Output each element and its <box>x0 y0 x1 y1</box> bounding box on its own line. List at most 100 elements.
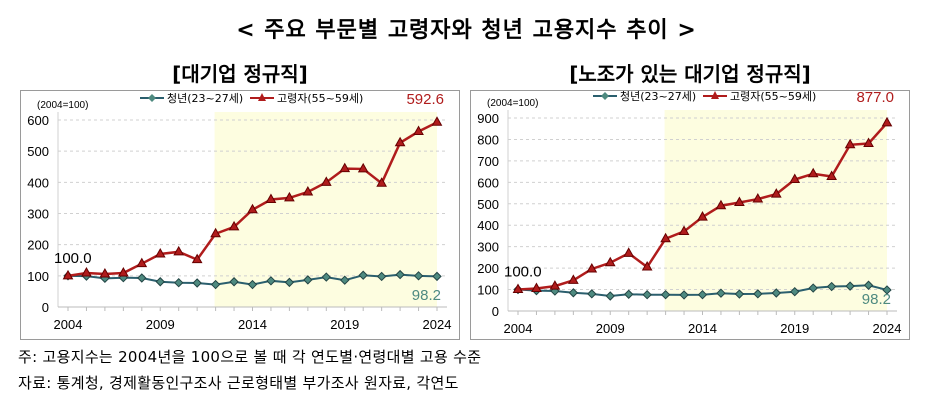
chart-1-elderly-point <box>302 185 314 196</box>
chart-1-elderly-point <box>376 177 388 187</box>
chart-1-elderly-point <box>117 267 129 277</box>
chart-2-elderly-point <box>604 256 616 267</box>
chart-1-youth-point <box>358 270 368 280</box>
chart-1-youth-point <box>321 272 332 282</box>
chart-2-elderly-point <box>881 116 893 127</box>
chart-1-title: [대기업 정규직] <box>172 62 308 86</box>
chart-1-elderly-point <box>210 227 221 238</box>
chart-1-elderly-point <box>265 193 277 203</box>
footnote: 주: 고용지수는 2004년을 100으로 볼 때 각 연도별·연령대별 고용 … <box>18 348 482 366</box>
chart-1-y-tick-label: 200 <box>27 238 49 253</box>
chart-2-y-tick-label: 500 <box>477 197 499 212</box>
chart-2-youth-point <box>863 280 874 290</box>
chart-1-elderly-point <box>431 116 443 126</box>
chart-1-elderly-point <box>228 220 240 231</box>
chart-1-youth-point <box>229 277 239 287</box>
chart-2-youth-point <box>845 281 855 291</box>
chart-1-elderly-point <box>320 176 332 186</box>
chart-2-elderly-point <box>660 232 671 243</box>
chart-2-youth-point <box>826 281 837 292</box>
chart-2-elderly-point <box>623 247 635 257</box>
chart-2-frame <box>470 90 910 340</box>
chart-1-x-tick-label: 2004 <box>54 317 83 332</box>
chart-2-youth-point <box>679 290 689 300</box>
chart-2-elderly-point <box>863 137 874 148</box>
chart-1-youth-point <box>395 269 405 280</box>
chart-2-elderly-point <box>734 196 745 206</box>
chart-1-youth-point <box>376 271 387 282</box>
chart-1-x-tick-label: 2014 <box>238 317 267 332</box>
chart-1-elderly-point <box>339 162 351 173</box>
chart-2-elderly-point <box>789 173 801 184</box>
chart-1-elderly-point <box>247 203 258 214</box>
chart-2-elderly-point <box>531 282 542 292</box>
chart-1-elderly-point <box>154 247 166 258</box>
chart-1-unit-label: (2004=100) <box>37 100 88 111</box>
chart-1-elderly-point <box>173 245 185 256</box>
chart-2-youth-point <box>587 289 597 299</box>
chart-1-youth-point <box>266 276 276 286</box>
chart-2-y-tick-label: 100 <box>477 283 499 298</box>
chart-2-start-label: 100.0 <box>504 264 542 281</box>
chart-1-youth-point <box>210 279 221 290</box>
chart-2-legend-label: 청년(23~27세) <box>620 90 696 103</box>
chart-1-legend-label: 고령자(55~59세) <box>277 92 363 105</box>
chart-2-y-tick-label: 200 <box>477 261 499 276</box>
chart-1-x-tick-label: 2009 <box>146 317 175 332</box>
chart-2-youth-point <box>660 289 671 300</box>
chart-2-elderly-point <box>697 211 708 221</box>
chart-1-youth-point <box>413 271 424 281</box>
chart-2-elderly-point <box>715 199 727 210</box>
chart-1-youth-point <box>284 277 295 288</box>
chart-2-youth-point <box>734 289 745 299</box>
chart-2-elderly-point <box>641 261 653 271</box>
chart-2-youth-point <box>642 289 652 300</box>
chart-1-elderly-point <box>62 269 74 280</box>
chart-2-youth-point <box>568 288 579 298</box>
chart-1-elderly-point <box>413 125 424 136</box>
chart-1-legend-label: 청년(23~27세) <box>167 92 243 105</box>
chart-2-y-tick-label: 800 <box>477 132 499 147</box>
chart-2-legend-label: 고령자(55~59세) <box>730 90 816 103</box>
chart-2-elderly-point <box>549 280 561 290</box>
chart-2-youth-point <box>697 289 708 300</box>
chart-1-x-tick-label: 2024 <box>423 317 452 332</box>
source-note: 자료: 통계청, 경제활동인구조사 근로형태별 부가조사 원자료, 각연도 <box>18 374 459 392</box>
chart-2-elderly-point <box>567 274 579 284</box>
chart-2-youth-point <box>771 288 782 298</box>
chart-2-elderly-point <box>770 188 782 198</box>
chart-2-youth-point <box>716 288 726 298</box>
chart-2-elderly-point <box>844 138 856 149</box>
chart-1-legend-triangle-icon <box>258 93 266 101</box>
chart-1-elderly-point <box>191 253 203 264</box>
chart-1-youth-point <box>247 279 258 290</box>
chart-1-y-tick-label: 100 <box>27 269 49 284</box>
chart-1-youth-point <box>173 277 184 288</box>
chart-2-x-tick-label: 2009 <box>596 321 625 336</box>
chart-1-y-tick-label: 400 <box>27 175 49 190</box>
chart-2-youth-point <box>882 285 892 295</box>
chart-2-y-tick-label: 900 <box>477 111 499 126</box>
chart-1-elderly-end-label: 592.6 <box>406 91 444 108</box>
chart-2-youth-point <box>808 283 818 293</box>
chart-2-youth-end-label: 98.2 <box>862 291 891 308</box>
chart-2-x-tick-label: 2024 <box>873 321 902 336</box>
chart-2-elderly-point <box>512 283 524 294</box>
chart-1-y-tick-label: 300 <box>27 207 49 222</box>
chart-1-x-tick-label: 2019 <box>330 317 359 332</box>
chart-1-frame <box>20 90 460 340</box>
chart-1-youth-point <box>340 275 350 285</box>
chart-2-youth-point <box>753 289 763 299</box>
chart-1-elderly-point <box>99 267 111 278</box>
chart-1-youth-point <box>303 275 313 285</box>
page-title: < 주요 부문별 고령자와 청년 고용지수 추이 > <box>236 18 697 43</box>
chart-2-y-tick-label: 700 <box>477 154 499 169</box>
chart-1-elderly-point <box>394 136 406 147</box>
chart-1-youth-point <box>432 271 442 282</box>
chart-2-unit-label: (2004=100) <box>487 98 538 109</box>
chart-2-x-tick-label: 2004 <box>504 321 533 336</box>
chart-2-elderly-point <box>826 170 838 181</box>
chart-2-title: [노조가 있는 대기업 정규직] <box>569 62 811 86</box>
chart-1-y-tick-label: 500 <box>27 144 49 159</box>
